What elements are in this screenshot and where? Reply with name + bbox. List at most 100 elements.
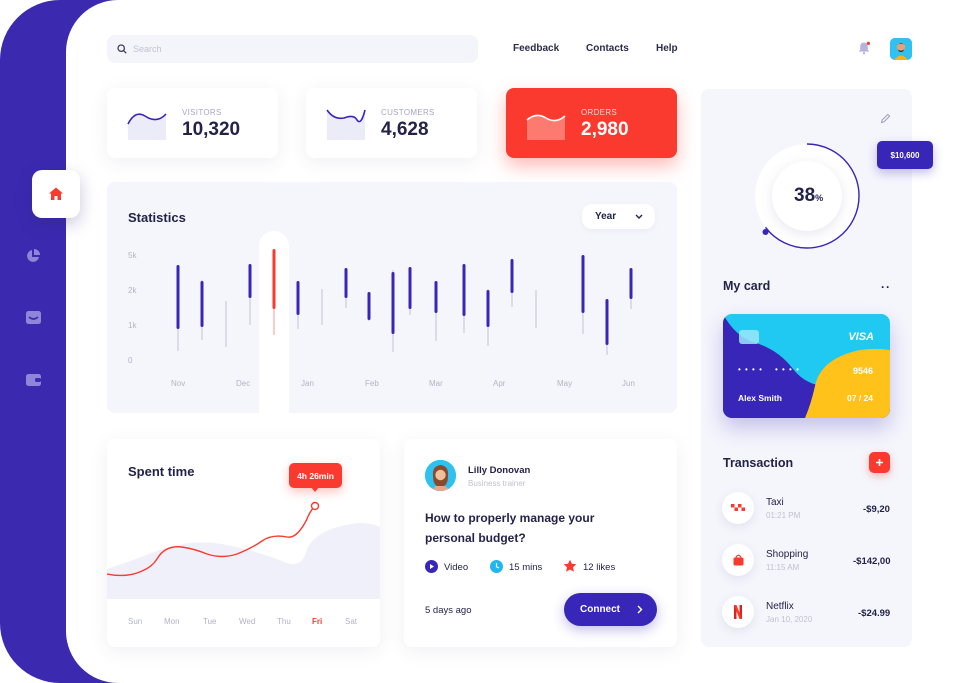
card-dots-1: • • • •	[738, 365, 763, 374]
wallet-icon	[25, 373, 41, 386]
spent-time-tooltip: 4h 26min	[289, 463, 342, 488]
day-sat: Sat	[345, 617, 358, 626]
connect-label: Connect	[580, 604, 620, 615]
star-icon	[563, 559, 577, 572]
pie-chart-icon	[27, 249, 40, 262]
search-input[interactable]	[133, 44, 433, 54]
article-title-line-2: personal budget?	[425, 531, 526, 545]
x-tick-jun: Jun	[622, 379, 635, 388]
my-card-title: My card	[723, 279, 771, 293]
article-title: How to properly manage your personal bud…	[425, 508, 594, 548]
visa-card[interactable]: VISA • • • • • • • • 9546 Alex Smith 07 …	[723, 314, 890, 418]
day-fri: Fri	[312, 617, 323, 626]
candle-body	[434, 281, 438, 313]
visitors-label: VISITORS	[182, 108, 222, 117]
nav-messages[interactable]	[24, 308, 42, 326]
netflix-logo-icon	[734, 605, 742, 619]
x-tick-may: May	[557, 379, 573, 388]
progress-number: 38	[794, 185, 816, 206]
notifications-button[interactable]	[857, 41, 871, 60]
search-bar[interactable]	[107, 35, 478, 63]
nav-home[interactable]	[32, 170, 80, 218]
visitors-value: 10,320	[182, 119, 241, 140]
visitors-sparkline-icon	[127, 113, 167, 140]
candle-body	[510, 259, 514, 293]
author-avatar-icon	[425, 460, 456, 491]
orders-value: 2,980	[581, 119, 629, 140]
day-sun: Sun	[128, 617, 143, 626]
transaction-amount-shopping: -$142,00	[853, 556, 891, 567]
statistics-candle-chart	[176, 249, 633, 355]
customers-label: CUSTOMERS	[381, 108, 435, 117]
edit-button[interactable]	[880, 111, 891, 129]
taxi-checker-icon	[731, 504, 745, 511]
candle-body-highlight	[272, 249, 276, 309]
period-value: Year	[595, 211, 617, 222]
nav-wallet[interactable]	[24, 370, 42, 388]
progress-arc	[764, 143, 860, 249]
transaction-date-shopping: 11:15 AM	[766, 563, 800, 572]
candle-body	[408, 267, 412, 309]
clock-icon	[490, 560, 503, 573]
transaction-icon-shopping	[722, 544, 754, 576]
visitors-card[interactable]: VISITORS 10,320	[107, 88, 278, 158]
candle-body	[176, 265, 180, 329]
transaction-amount-netflix: -$24.99	[858, 608, 891, 619]
progress-ring	[755, 143, 860, 249]
chevron-right-icon	[637, 605, 643, 614]
customers-sparkline-icon	[326, 109, 366, 140]
card-dots-2: • • • •	[775, 365, 800, 374]
candle-body	[296, 281, 300, 315]
transaction-icon-netflix	[722, 596, 754, 628]
customers-value: 4,628	[381, 119, 429, 140]
avatar[interactable]	[890, 38, 912, 60]
card-brand: VISA	[848, 331, 874, 343]
bell-icon	[858, 41, 870, 55]
transaction-name-shopping: Shopping	[766, 549, 809, 560]
balance-badge: $10,600	[877, 141, 933, 169]
author-role: Business trainer	[468, 479, 526, 488]
x-tick-dec: Dec	[236, 379, 251, 388]
candle-body	[248, 264, 252, 298]
nav-feedback[interactable]: Feedback	[513, 43, 560, 54]
x-tick-apr: Apr	[493, 379, 506, 388]
nav-help[interactable]: Help	[656, 43, 678, 54]
transaction-date-netflix: Jan 10, 2020	[766, 615, 813, 624]
home-icon	[49, 187, 63, 200]
article-duration: 15 mins	[509, 562, 543, 573]
connect-button[interactable]: Connect	[564, 593, 657, 626]
y-tick-0: 0	[128, 356, 133, 365]
chevron-down-icon	[635, 214, 643, 219]
user-avatar-icon	[890, 38, 912, 60]
spent-time-chart	[107, 501, 380, 599]
orders-card[interactable]: ORDERS 2,980	[506, 88, 677, 158]
spent-time-point	[310, 501, 320, 511]
transaction-name-taxi: Taxi	[766, 497, 784, 508]
candle-body	[391, 272, 395, 334]
progress-ring-inner	[772, 161, 842, 231]
card-options-button[interactable]: ··	[881, 280, 891, 294]
article-age: 5 days ago	[425, 605, 472, 616]
period-select[interactable]: Year	[582, 204, 655, 229]
y-tick-2k: 2k	[128, 286, 137, 295]
card-background	[723, 314, 890, 418]
author-avatar	[425, 460, 456, 491]
day-mon: Mon	[164, 617, 180, 626]
spent-time-title: Spent time	[128, 464, 195, 479]
progress-knob	[762, 229, 769, 235]
spent-time-area	[107, 523, 380, 599]
candle-body	[200, 281, 204, 327]
orders-label: ORDERS	[581, 108, 618, 117]
add-transaction-button[interactable]	[869, 452, 890, 473]
nav-contacts[interactable]: Contacts	[586, 43, 629, 54]
card-last4: 9546	[852, 366, 873, 376]
candle-body	[629, 268, 633, 299]
x-tick-feb: Feb	[365, 379, 379, 388]
author-name: Lilly Donovan	[468, 465, 531, 476]
customers-card[interactable]: CUSTOMERS 4,628	[306, 88, 477, 158]
article-likes: 12 likes	[583, 562, 616, 573]
day-tue: Tue	[203, 617, 217, 626]
shopping-bag-icon	[733, 554, 743, 566]
nav-statistics[interactable]	[24, 247, 42, 265]
plus-icon	[876, 459, 883, 466]
